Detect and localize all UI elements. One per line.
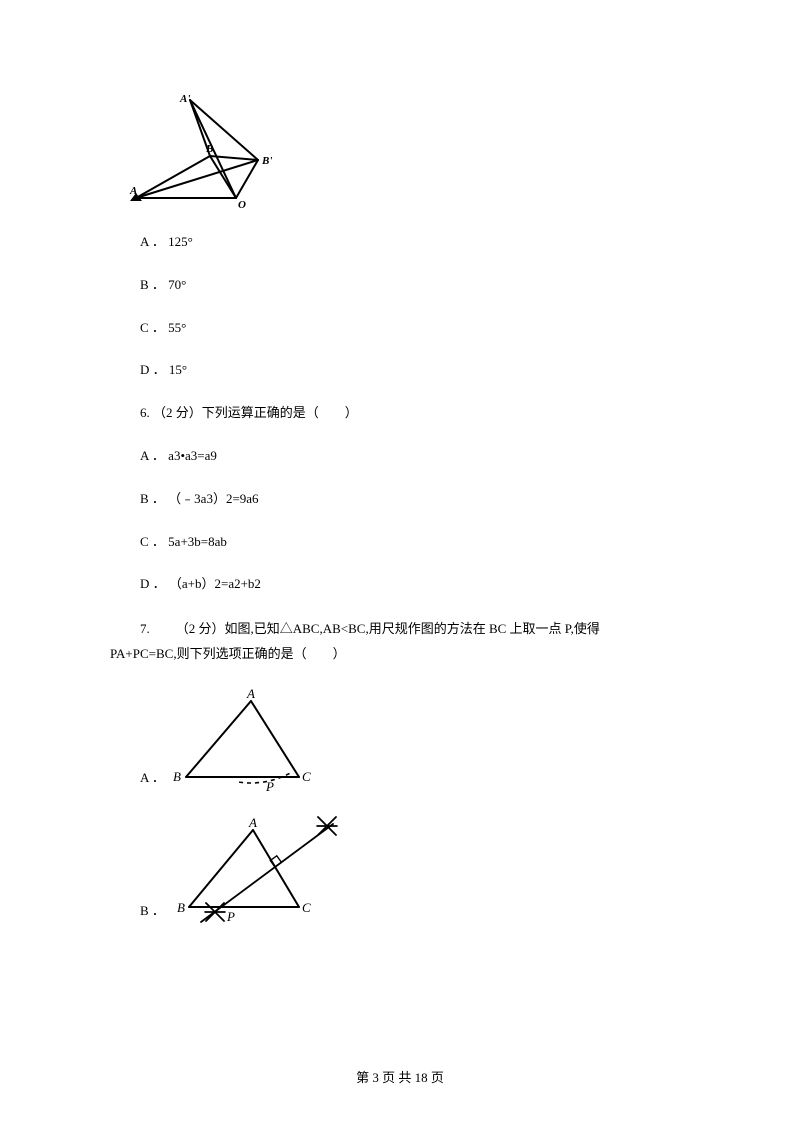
q5-option-d: D ． 15° — [140, 360, 690, 381]
svg-text:B: B — [177, 900, 185, 915]
svg-text:B': B' — [261, 155, 272, 167]
q7-option-b-row: B ． A B C P — [140, 812, 690, 927]
svg-text:P: P — [226, 909, 235, 924]
q7-option-a-row: A ． A B C P — [140, 689, 690, 794]
svg-text:A': A' — [179, 93, 190, 105]
svg-text:B: B — [173, 769, 181, 784]
svg-text:B: B — [205, 143, 213, 155]
svg-text:A: A — [248, 815, 257, 830]
q5-option-b: B ． 70° — [140, 275, 690, 296]
svg-text:C: C — [302, 769, 311, 784]
svg-text:A: A — [129, 185, 137, 197]
q6-option-b: B ． （﹣3a3）2=9a6 — [140, 489, 690, 510]
svg-text:A: A — [246, 689, 255, 701]
svg-text:C: C — [302, 900, 311, 915]
q5-option-a: A ． 125° — [140, 232, 690, 253]
q7-option-a-label: A ． — [140, 767, 165, 794]
q7-option-a-figure: A B C P — [171, 689, 321, 794]
q6-option-d: D ． （a+b）2=a2+b2 — [140, 574, 690, 595]
q7-option-b-label: B ． — [140, 900, 165, 927]
svg-text:O: O — [238, 199, 246, 210]
page-footer: 第 3 页 共 18 页 — [0, 1067, 800, 1086]
q6-option-a: A ． a3•a3=a9 — [140, 446, 690, 467]
q7-option-b-figure: A B C P — [171, 812, 351, 927]
q7-stem-a: （2 分）如图,已知△ABC,AB<BC,用尺规作图的方法在 BC 上取一点 P… — [176, 621, 600, 636]
svg-text:P: P — [265, 779, 274, 794]
q6-stem: 6. （2 分）下列运算正确的是（ ） — [140, 403, 690, 424]
q7-stem-b: PA+PC=BC,则下列选项正确的是（ ） — [110, 646, 346, 661]
q7-lead: 7. — [140, 621, 150, 636]
q6-option-c: C ． 5a+3b=8ab — [140, 532, 690, 553]
q5-option-c: C ． 55° — [140, 318, 690, 339]
q7-stem: 7. （2 分）如图,已知△ABC,AB<BC,用尺规作图的方法在 BC 上取一… — [110, 617, 690, 666]
q5-figure: A O B B' A' — [128, 90, 690, 214]
